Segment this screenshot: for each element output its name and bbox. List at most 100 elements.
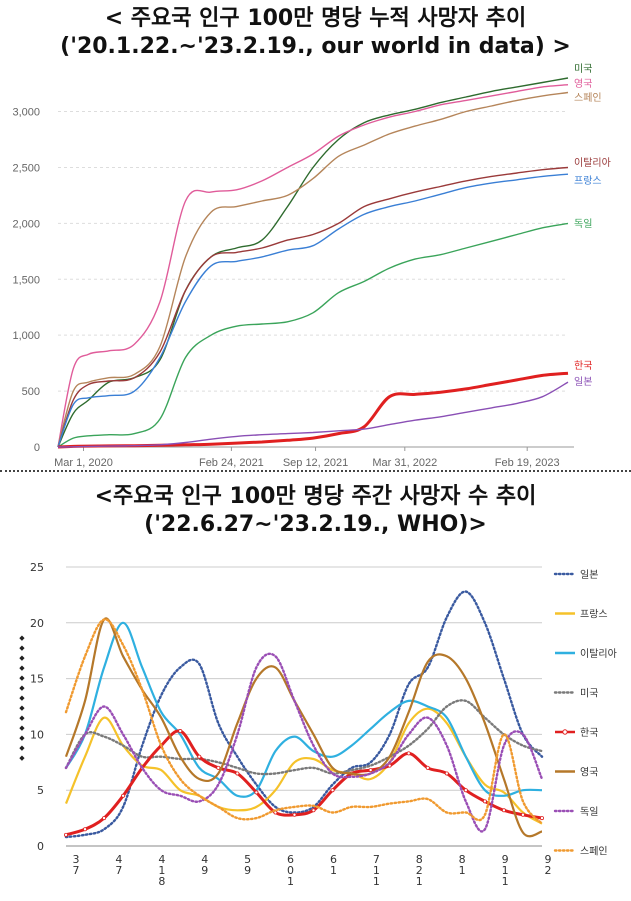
- title-top-line1: < 주요국 인구 100만 명당 누적 사망자 추이: [104, 6, 527, 31]
- x-tick-label: 4: [201, 853, 208, 866]
- x-tick-label: Feb 24, 2021: [199, 457, 264, 469]
- series-line: [57, 84, 569, 448]
- x-tick-label: 1: [373, 875, 380, 888]
- series-point: [121, 793, 126, 798]
- legend-label: 스페인: [580, 846, 608, 858]
- x-tick-label: 6: [287, 853, 294, 866]
- y-tick-label: 0: [37, 840, 44, 853]
- y-tick-label: 10: [30, 728, 44, 741]
- x-tick-label: 3: [73, 853, 80, 866]
- x-tick-label: 2: [416, 864, 423, 877]
- series-point: [540, 816, 545, 821]
- series-line: [57, 381, 569, 448]
- legend-label: 독일: [580, 806, 598, 818]
- legend-label: 한국: [574, 360, 592, 372]
- series-point: [311, 808, 316, 813]
- y-tick-label: 500: [22, 386, 40, 398]
- x-tick-label: 1: [287, 875, 294, 888]
- series-point: [292, 812, 297, 817]
- legend-label: 프랑스: [580, 609, 608, 621]
- y-axis-label-glyph: ◆: [19, 644, 25, 652]
- x-tick-label: 1: [158, 864, 165, 877]
- series-line: [64, 699, 544, 776]
- series-point: [330, 788, 335, 793]
- x-tick-label: Mar 1, 2020: [54, 457, 113, 469]
- series-point: [102, 816, 107, 821]
- y-tick-label: 15: [30, 673, 44, 686]
- legend-label: 이탈리아: [574, 156, 611, 169]
- x-tick-label: 9: [502, 853, 509, 866]
- x-tick-label: 1: [502, 875, 509, 888]
- y-tick-label: 1,500: [12, 274, 40, 286]
- legend-label: 프랑스: [574, 175, 602, 187]
- x-tick-label: Sep 12, 2021: [283, 457, 348, 469]
- y-axis-label-glyph: ◆: [19, 734, 25, 742]
- legend-label: 이탈리아: [580, 647, 617, 660]
- series-point: [482, 799, 487, 804]
- series-line: [65, 729, 543, 837]
- x-tick-label: 9: [201, 864, 208, 877]
- y-tick-label: 3,000: [12, 107, 40, 119]
- y-tick-label: 2,000: [12, 218, 40, 230]
- x-tick-label: 2: [545, 864, 552, 877]
- legend-label: 미국: [580, 688, 598, 700]
- y-axis-label-glyph: ◆: [19, 684, 25, 692]
- legend-label: 미국: [574, 63, 592, 75]
- x-tick-label: 1: [373, 864, 380, 877]
- series-line: [57, 173, 569, 448]
- legend-marker: [562, 729, 568, 735]
- series-point: [501, 808, 506, 813]
- title-top-line2: ('20.1.22.~'23.2.19., our world in data)…: [60, 34, 571, 59]
- x-tick-label: 1: [416, 875, 423, 888]
- series-point: [444, 771, 449, 776]
- y-axis-label-glyph: ◆: [19, 754, 25, 762]
- y-tick-label: 5: [37, 784, 44, 797]
- series-point: [425, 765, 430, 770]
- y-tick-label: 0: [34, 442, 40, 454]
- series-point: [463, 788, 468, 793]
- series-line: [57, 166, 569, 448]
- series-line: [64, 618, 544, 825]
- legend-label: 영국: [580, 767, 598, 779]
- x-tick-label: 8: [158, 875, 165, 888]
- x-tick-label: Mar 31, 2022: [372, 457, 437, 469]
- y-axis-label-glyph: ◆: [19, 634, 25, 642]
- y-tick-label: 25: [30, 561, 44, 574]
- legend-label: 일본: [574, 376, 592, 388]
- y-axis-label-glyph: ◆: [19, 654, 25, 662]
- legend-label: 스페인: [574, 92, 602, 104]
- x-tick-label: 4: [115, 853, 122, 866]
- title-bottom-line2: ('22.6.27~'23.2.19., WHO)>: [144, 512, 487, 537]
- x-tick-label: 1: [330, 864, 337, 877]
- series-point: [235, 771, 240, 776]
- title-bottom-line1: <주요국 인구 100만 명당 주간 사망자 수 추이: [94, 484, 537, 509]
- y-axis-label-glyph: ◆: [19, 724, 25, 732]
- series-point: [387, 763, 392, 768]
- legend-label: 일본: [580, 569, 598, 581]
- series-line: [65, 621, 543, 798]
- series-point: [406, 751, 411, 756]
- y-tick-label: 2,500: [12, 162, 40, 174]
- y-axis-label-glyph: ◆: [19, 694, 25, 702]
- x-tick-label: 7: [373, 853, 380, 866]
- y-axis-label-glyph: ◆: [19, 714, 25, 722]
- x-tick-label: 7: [73, 864, 80, 877]
- section-divider: [0, 470, 631, 472]
- series-point: [520, 812, 525, 817]
- y-axis-label-glyph: ◆: [19, 664, 25, 672]
- series-point: [178, 729, 183, 734]
- x-tick-label: 8: [416, 853, 423, 866]
- series-line: [64, 652, 544, 833]
- x-tick-label: 8: [459, 853, 466, 866]
- series-point: [64, 832, 69, 837]
- series-line: [57, 222, 569, 448]
- series-point: [368, 768, 373, 773]
- x-tick-label: 1: [459, 864, 466, 877]
- y-tick-label: 1,000: [12, 330, 40, 342]
- series-line: [57, 91, 569, 448]
- series-point: [216, 765, 221, 770]
- legend-label: 영국: [574, 78, 592, 90]
- x-tick-label: 5: [244, 853, 251, 866]
- x-tick-label: 9: [244, 864, 251, 877]
